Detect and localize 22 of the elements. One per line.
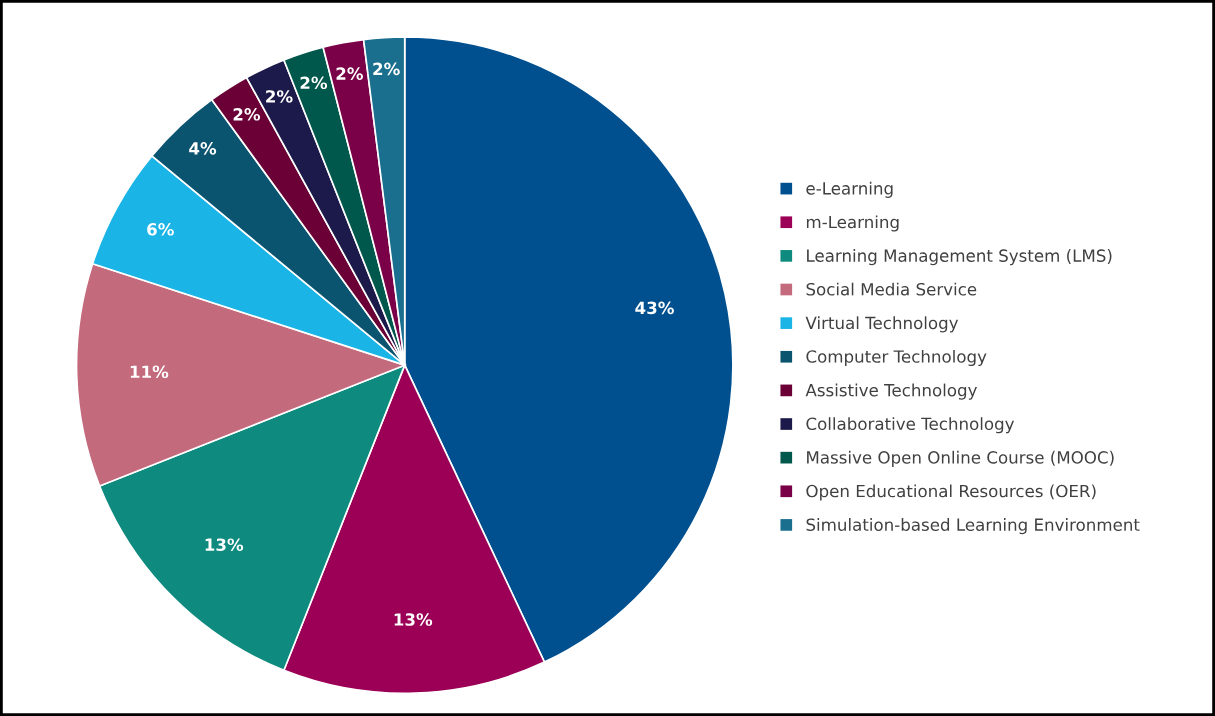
- data-label: 2%: [266, 90, 293, 103]
- legend-label: Virtual Technology: [805, 316, 959, 333]
- legend-label: Assistive Technology: [805, 383, 977, 400]
- legend-label: Learning Management System (LMS): [807, 249, 1112, 266]
- data-label: 43%: [635, 301, 674, 315]
- legend-label: Simulation-based Learning Environment: [806, 518, 1140, 535]
- data-label: 2%: [300, 76, 328, 90]
- data-label: 13%: [205, 538, 244, 551]
- legend-label: m-Learning: [806, 215, 899, 232]
- data-label: 6%: [147, 223, 174, 236]
- legend-label: Social Media Service: [806, 282, 977, 296]
- legend-label: e-Learning: [806, 181, 893, 198]
- data-label: 2%: [233, 108, 261, 121]
- legend-label: Massive Open Online Course (MOOC): [807, 450, 1114, 467]
- legend-label: Open Educational Resources (OER): [806, 484, 1096, 501]
- legend-label: Computer Technology: [806, 349, 987, 367]
- data-label: 11%: [130, 365, 169, 379]
- data-label: 2%: [373, 62, 400, 76]
- legend-label: Collaborative Technology: [806, 417, 1015, 434]
- data-label: 4%: [189, 142, 217, 155]
- data-label: 2%: [336, 67, 363, 80]
- data-label: 13%: [394, 613, 433, 626]
